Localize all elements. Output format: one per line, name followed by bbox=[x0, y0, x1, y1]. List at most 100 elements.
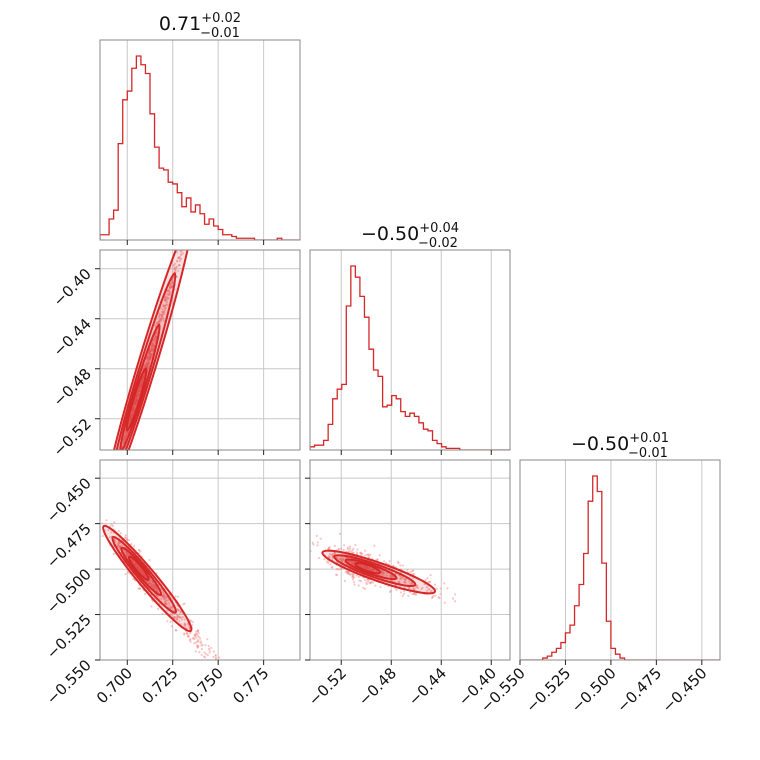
scatter-point bbox=[154, 335, 157, 338]
scatter-point bbox=[134, 564, 138, 567]
scatter-point bbox=[128, 420, 131, 423]
scatter-point bbox=[186, 227, 188, 229]
scatter-point bbox=[136, 393, 139, 396]
scatter-point bbox=[363, 565, 366, 568]
scatter-point bbox=[184, 242, 186, 244]
scatter-point bbox=[353, 560, 356, 563]
scatter-point bbox=[333, 544, 336, 548]
scatter-point bbox=[134, 402, 138, 405]
scatter-point bbox=[119, 455, 121, 457]
scatter-point bbox=[435, 587, 439, 591]
scatter-point bbox=[350, 550, 353, 553]
scatter-point bbox=[127, 552, 130, 555]
title-2: −0.50+0.01 −0.01 bbox=[571, 431, 669, 461]
scatter-point bbox=[429, 573, 432, 577]
contours bbox=[102, 524, 193, 633]
contour-line-0 bbox=[103, 250, 193, 450]
scatter-point bbox=[154, 587, 157, 590]
scatter-point bbox=[316, 541, 319, 544]
scatter-point bbox=[443, 601, 446, 604]
panel-2-1: −0.52 −0.48 −0.44 −0.40 bbox=[305, 459, 511, 709]
scatter-point bbox=[364, 579, 367, 582]
scatter-point bbox=[391, 575, 394, 578]
histogram-1 bbox=[310, 265, 510, 450]
scatter-point bbox=[129, 416, 132, 419]
scatter-point bbox=[140, 380, 143, 384]
scatter-point bbox=[193, 637, 196, 641]
scatter-point bbox=[196, 199, 198, 201]
scatter-point bbox=[173, 270, 176, 273]
scatter-point bbox=[426, 577, 429, 580]
scatter-point bbox=[188, 220, 190, 222]
scatter-point bbox=[165, 609, 169, 612]
scatter-point bbox=[198, 189, 200, 191]
scatter-point bbox=[126, 553, 130, 556]
scatter-point bbox=[414, 593, 418, 596]
scatter-point bbox=[341, 556, 344, 559]
scatter-point bbox=[351, 549, 354, 552]
scatter-point bbox=[131, 413, 134, 416]
scatter-point bbox=[368, 582, 371, 585]
scatter-point bbox=[167, 599, 170, 602]
scatter-point bbox=[366, 565, 369, 568]
scatter-point bbox=[113, 469, 115, 471]
scatter-point bbox=[312, 543, 315, 546]
scatter-point bbox=[150, 583, 153, 587]
scatter-point bbox=[189, 632, 192, 635]
scatter-point bbox=[134, 400, 137, 403]
scatter-point bbox=[130, 414, 133, 417]
scatter-point bbox=[400, 576, 403, 579]
scatter-point bbox=[178, 612, 182, 615]
scatter-point bbox=[174, 629, 177, 632]
scatter-point bbox=[137, 587, 140, 590]
scatter-point bbox=[124, 432, 128, 435]
scatter-point bbox=[166, 296, 169, 299]
scatter-point bbox=[178, 264, 181, 267]
scatter-point bbox=[158, 319, 161, 323]
scatter-point bbox=[151, 343, 155, 347]
scatter-point bbox=[373, 544, 376, 547]
scatter-point bbox=[134, 564, 137, 567]
scatter-point bbox=[130, 415, 133, 418]
scatter-point bbox=[399, 591, 402, 594]
scatter-point bbox=[104, 498, 106, 500]
scatter-point bbox=[351, 563, 355, 566]
scatter-point bbox=[124, 534, 127, 537]
scatter-point bbox=[157, 320, 161, 323]
scatter-point bbox=[110, 523, 113, 526]
scatter-point bbox=[155, 321, 158, 325]
scatter-point bbox=[153, 583, 156, 586]
scatter-point bbox=[202, 182, 204, 184]
scatter-point bbox=[438, 596, 441, 600]
scatter-point bbox=[344, 571, 347, 574]
scatter-point bbox=[335, 568, 338, 571]
scatter-point bbox=[342, 558, 345, 561]
scatter-point bbox=[139, 387, 142, 390]
scatter-point bbox=[194, 634, 197, 637]
scatter-point bbox=[140, 380, 144, 383]
scatter-point bbox=[155, 587, 158, 590]
scatter-point bbox=[155, 332, 158, 335]
scatter-point bbox=[331, 556, 334, 559]
scatter-point bbox=[169, 285, 173, 288]
scatter-point bbox=[202, 177, 204, 179]
scatter-point bbox=[434, 594, 437, 597]
scatter-point bbox=[204, 173, 206, 175]
scatter-point bbox=[140, 385, 143, 388]
scatter-point bbox=[108, 490, 110, 492]
scatter-point bbox=[170, 613, 173, 616]
scatter-point bbox=[123, 437, 126, 440]
y-tick-label: −0.525 bbox=[43, 611, 95, 663]
scatter-point bbox=[150, 581, 153, 584]
scatter-point bbox=[342, 549, 345, 552]
scatter-point bbox=[351, 562, 354, 565]
contour-line-3 bbox=[125, 367, 148, 432]
scatter-point bbox=[336, 568, 339, 571]
scatter-point bbox=[150, 584, 153, 587]
scatter-point bbox=[368, 566, 371, 570]
scatter-point bbox=[145, 362, 148, 365]
scatter-point bbox=[139, 389, 142, 392]
scatter-point bbox=[335, 556, 339, 560]
scatter-point bbox=[199, 193, 201, 195]
scatter-point bbox=[189, 638, 192, 641]
